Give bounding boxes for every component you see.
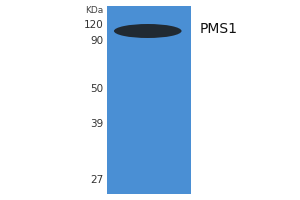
Text: 50: 50 (90, 84, 104, 94)
Ellipse shape (114, 24, 182, 38)
Text: PMS1: PMS1 (200, 22, 238, 36)
Bar (106, 6, 190, 194)
Text: 90: 90 (90, 36, 104, 46)
Text: 120: 120 (84, 20, 103, 30)
Text: KDa: KDa (85, 6, 103, 15)
Text: 39: 39 (90, 119, 104, 129)
Text: 27: 27 (90, 175, 104, 185)
